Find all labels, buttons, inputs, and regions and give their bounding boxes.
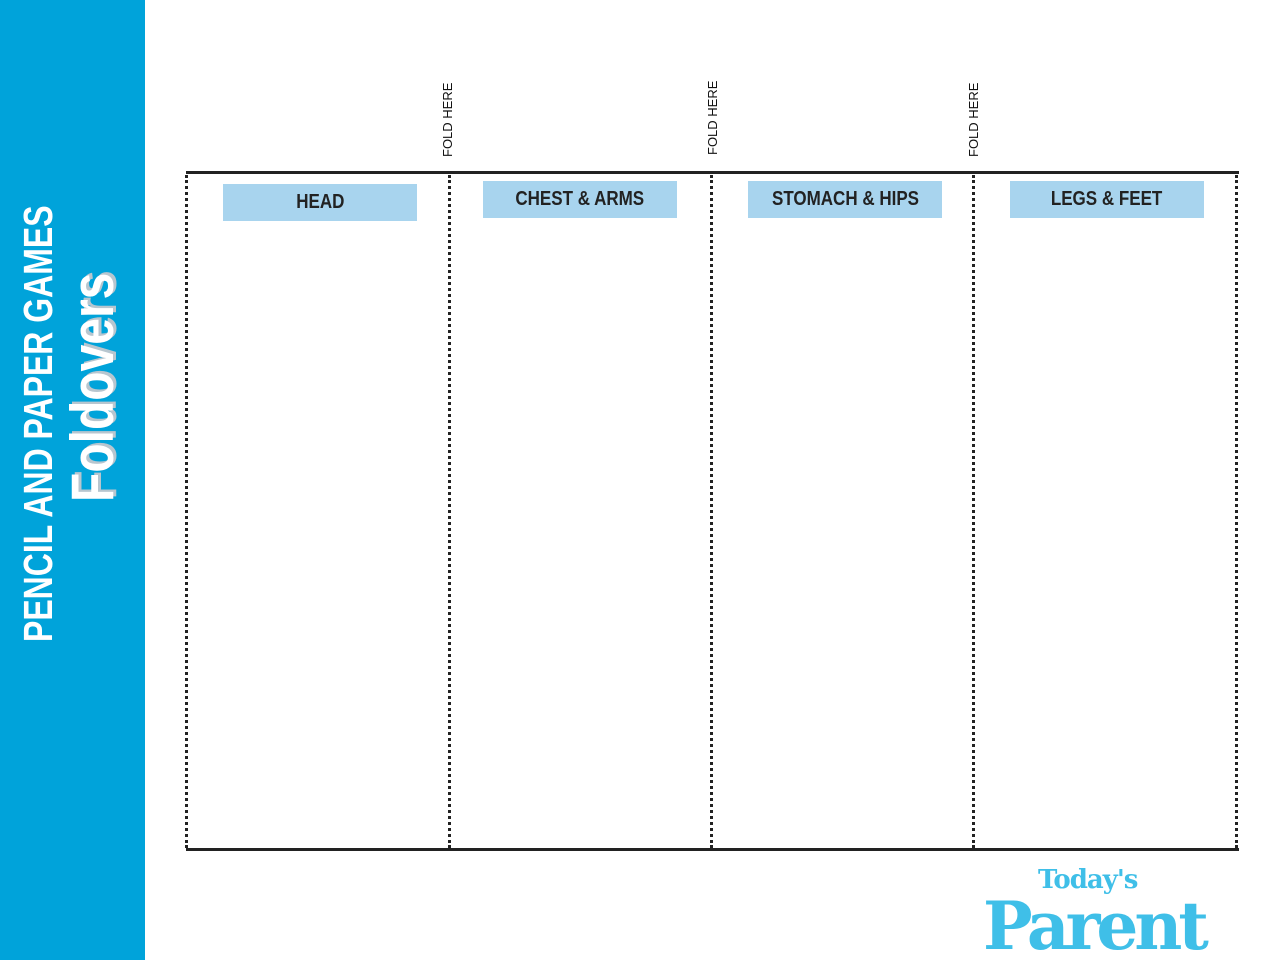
- dotted-divider: [448, 175, 451, 848]
- page-title: Foldovers: [59, 272, 126, 502]
- fold-label-1: FOLD HERE: [440, 82, 455, 157]
- dotted-divider: [972, 175, 975, 848]
- logo-bottom: Parent: [983, 887, 1209, 965]
- bottom-border: [186, 848, 1239, 851]
- dotted-divider: [185, 175, 188, 848]
- fold-label-2: FOLD HERE: [705, 80, 720, 155]
- subtitle: PENCIL AND PAPER GAMES: [15, 205, 61, 642]
- column-label-chest-arms: CHEST & ARMS: [483, 181, 677, 218]
- fold-label-3: FOLD HERE: [966, 82, 981, 157]
- column-label-legs-feet: LEGS & FEET: [1010, 181, 1204, 218]
- sidebar-banner: PENCIL AND PAPER GAMES Foldovers: [0, 0, 145, 960]
- column-label-head: HEAD: [223, 184, 417, 221]
- dotted-divider: [1235, 175, 1238, 848]
- dotted-divider: [710, 175, 713, 848]
- logo-top: Today's: [1038, 865, 1138, 895]
- todays-parent-logo: Today's Parent: [983, 865, 1253, 965]
- column-label-stomach-hips: STOMACH & HIPS: [748, 181, 942, 218]
- top-border: [186, 171, 1239, 174]
